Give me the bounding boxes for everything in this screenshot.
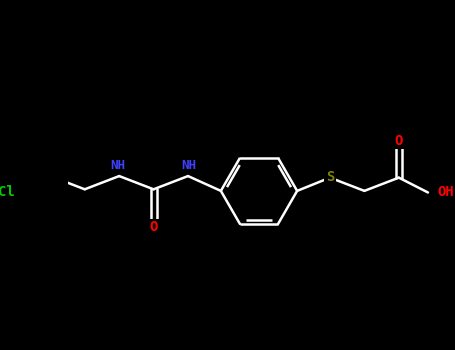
Text: O: O: [394, 134, 403, 148]
Text: NH: NH: [182, 159, 197, 172]
Text: OH: OH: [437, 186, 454, 199]
Text: O: O: [149, 220, 158, 234]
Text: NH: NH: [111, 159, 126, 172]
Text: Cl: Cl: [0, 185, 15, 199]
Text: S: S: [326, 170, 334, 184]
